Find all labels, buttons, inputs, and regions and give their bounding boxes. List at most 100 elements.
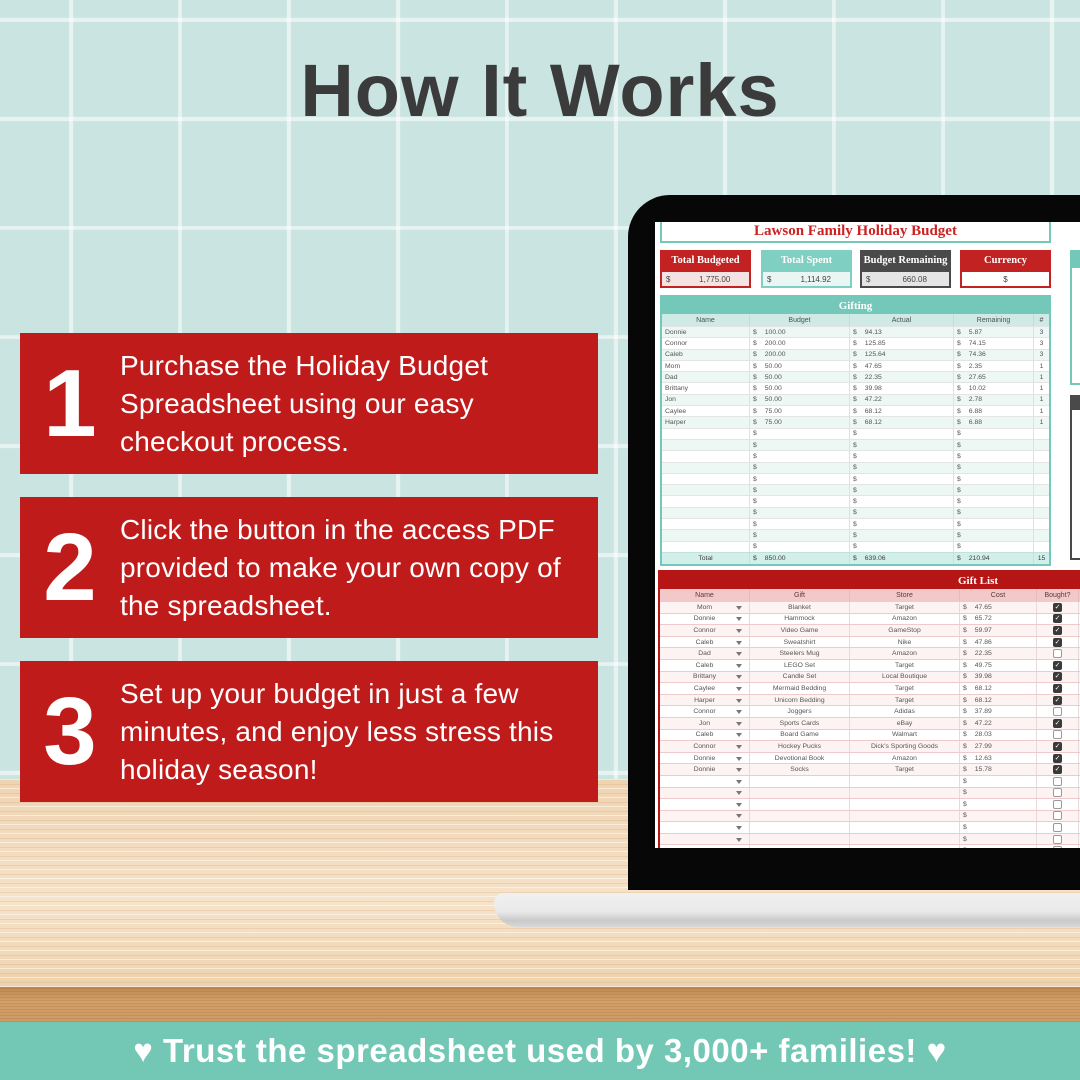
dropdown-arrow-icon[interactable] xyxy=(736,814,742,819)
name-dropdown-cell[interactable]: Donnie xyxy=(660,613,750,625)
count-cell[interactable] xyxy=(1034,485,1049,495)
cost-cell[interactable]: $ xyxy=(960,810,1037,822)
actual-cell[interactable]: $68.12 xyxy=(850,406,954,417)
remaining-cell[interactable]: $ xyxy=(954,428,1034,439)
name-dropdown-cell[interactable]: Connor xyxy=(660,741,750,752)
actual-cell[interactable]: $ xyxy=(850,485,954,496)
bought-checkbox[interactable] xyxy=(1053,753,1062,763)
store-cell[interactable]: Amazon xyxy=(850,613,960,625)
count-cell[interactable]: 1 xyxy=(1039,385,1044,393)
dropdown-arrow-icon[interactable] xyxy=(736,744,742,749)
bought-checkbox[interactable] xyxy=(1053,799,1062,809)
count-cell[interactable] xyxy=(1034,451,1049,461)
store-cell[interactable] xyxy=(850,775,960,787)
actual-cell[interactable]: $ xyxy=(850,530,954,541)
store-cell[interactable]: GameStop xyxy=(850,625,960,636)
count-cell[interactable]: 3 xyxy=(1039,351,1044,359)
name-dropdown-cell[interactable] xyxy=(660,799,750,810)
dropdown-arrow-icon[interactable] xyxy=(736,756,742,761)
dropdown-arrow-icon[interactable] xyxy=(736,698,742,703)
actual-cell[interactable]: $ xyxy=(850,462,954,473)
actual-cell[interactable]: $ xyxy=(850,451,954,462)
cost-cell[interactable]: $ xyxy=(960,775,1037,787)
gift-cell[interactable] xyxy=(750,799,850,810)
cost-cell[interactable]: $15.78 xyxy=(960,764,1037,775)
gift-cell[interactable]: Hammock xyxy=(750,613,850,625)
bought-checkbox[interactable] xyxy=(1053,625,1062,635)
actual-cell[interactable]: $ xyxy=(850,507,954,519)
card-value-cell[interactable]: $ 1,775.00 xyxy=(660,270,751,288)
budget-cell[interactable]: $ xyxy=(750,519,850,530)
store-cell[interactable]: Target xyxy=(850,764,960,775)
bought-checkbox[interactable] xyxy=(1053,614,1062,624)
name-dropdown-cell[interactable] xyxy=(660,845,750,848)
store-cell[interactable]: Target xyxy=(850,602,960,613)
name-cell[interactable] xyxy=(662,507,750,519)
dropdown-arrow-icon[interactable] xyxy=(736,791,742,796)
remaining-cell[interactable]: $ xyxy=(954,473,1034,485)
dropdown-arrow-icon[interactable] xyxy=(736,710,742,715)
remaining-cell[interactable]: $ xyxy=(954,439,1034,451)
name-cell[interactable] xyxy=(662,451,750,462)
name-cell[interactable]: Harper xyxy=(662,417,750,428)
name-dropdown-cell[interactable]: Caleb xyxy=(660,729,750,741)
budget-cell[interactable]: $75.00 xyxy=(750,417,850,428)
dropdown-arrow-icon[interactable] xyxy=(736,686,742,691)
store-cell[interactable] xyxy=(850,833,960,845)
cost-cell[interactable]: $22.35 xyxy=(960,648,1037,659)
count-cell[interactable] xyxy=(1034,496,1049,506)
bought-checkbox[interactable] xyxy=(1053,823,1062,833)
name-dropdown-cell[interactable]: Connor xyxy=(660,706,750,717)
bought-checkbox[interactable] xyxy=(1053,672,1062,682)
count-cell[interactable]: 1 xyxy=(1039,362,1044,370)
cost-cell[interactable]: $ xyxy=(960,822,1037,833)
name-cell[interactable] xyxy=(662,462,750,473)
dropdown-arrow-icon[interactable] xyxy=(736,640,742,645)
store-cell[interactable] xyxy=(850,822,960,833)
remaining-cell[interactable]: $ xyxy=(954,507,1034,519)
bought-checkbox[interactable] xyxy=(1053,741,1062,751)
gift-cell[interactable]: Hockey Pucks xyxy=(750,741,850,752)
remaining-cell[interactable]: $5.87 xyxy=(954,327,1034,338)
name-dropdown-cell[interactable]: Donnie xyxy=(660,752,750,764)
dropdown-arrow-icon[interactable] xyxy=(736,768,742,773)
actual-cell[interactable]: $ xyxy=(850,428,954,439)
budget-cell[interactable]: $50.00 xyxy=(750,394,850,406)
store-cell[interactable]: Nike xyxy=(850,636,960,648)
cost-cell[interactable]: $12.63 xyxy=(960,752,1037,764)
dropdown-arrow-icon[interactable] xyxy=(736,802,742,807)
bought-checkbox[interactable] xyxy=(1053,683,1062,693)
cost-cell[interactable]: $39.98 xyxy=(960,671,1037,683)
remaining-cell[interactable]: $ xyxy=(954,496,1034,507)
gift-cell[interactable]: Unicorn Bedding xyxy=(750,694,850,706)
card-value-cell[interactable]: $ 660.08 xyxy=(860,270,951,288)
dropdown-arrow-icon[interactable] xyxy=(736,617,742,622)
remaining-cell[interactable]: $6.88 xyxy=(954,417,1034,428)
budget-cell[interactable]: $ xyxy=(750,439,850,451)
store-cell[interactable]: eBay xyxy=(850,717,960,729)
actual-cell[interactable]: $125.64 xyxy=(850,349,954,360)
name-cell[interactable]: Mom xyxy=(662,360,750,372)
name-cell[interactable] xyxy=(662,519,750,530)
bought-checkbox[interactable] xyxy=(1053,834,1062,844)
count-cell[interactable] xyxy=(1034,530,1049,540)
budget-cell[interactable]: $50.00 xyxy=(750,360,850,372)
name-cell[interactable]: Caylee xyxy=(662,406,750,417)
name-dropdown-cell[interactable] xyxy=(660,775,750,787)
remaining-cell[interactable]: $ xyxy=(954,530,1034,541)
cost-cell[interactable]: $ xyxy=(960,833,1037,845)
count-cell[interactable] xyxy=(1034,519,1049,529)
store-cell[interactable] xyxy=(850,810,960,822)
dropdown-arrow-icon[interactable] xyxy=(736,826,742,831)
name-dropdown-cell[interactable] xyxy=(660,833,750,845)
count-cell[interactable] xyxy=(1034,463,1049,473)
actual-cell[interactable]: $ xyxy=(850,496,954,507)
count-cell[interactable]: 3 xyxy=(1039,328,1044,336)
bought-checkbox[interactable] xyxy=(1053,649,1062,659)
name-dropdown-cell[interactable]: Connor xyxy=(660,625,750,636)
gift-cell[interactable]: Sweatshirt xyxy=(750,636,850,648)
count-cell[interactable]: 1 xyxy=(1039,419,1044,427)
store-cell[interactable] xyxy=(850,845,960,848)
name-dropdown-cell[interactable]: Jon xyxy=(660,717,750,729)
actual-cell[interactable]: $39.98 xyxy=(850,383,954,394)
